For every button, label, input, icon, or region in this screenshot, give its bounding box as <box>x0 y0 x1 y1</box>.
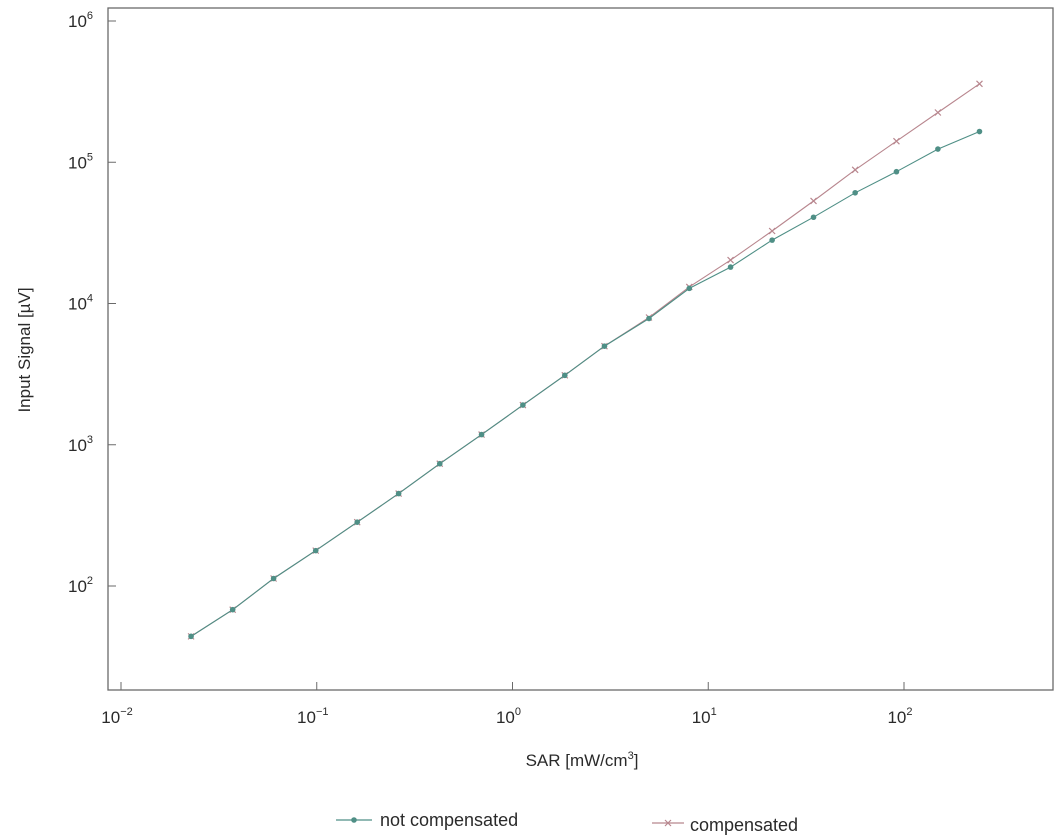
y-axis-label: Input Signal [µV] <box>15 287 34 412</box>
point-not-compensated-2 <box>270 575 277 582</box>
y-tick-label-1: 103 <box>68 434 93 455</box>
x-tick-label-2: 100 <box>496 706 521 727</box>
point-not-compensated-9 <box>561 372 568 379</box>
point-compensated-19 <box>976 80 983 88</box>
legend-marker-compensated <box>664 819 672 827</box>
point-not-compensated-4 <box>354 519 361 525</box>
point-not-compensated-10 <box>601 343 608 349</box>
tick-marks <box>108 20 905 690</box>
legend-label-compensated: compensated <box>690 815 798 835</box>
y-tick-labels: 102 103 104 105 106 <box>68 10 93 596</box>
point-compensated-14 <box>768 227 776 235</box>
legend-item-compensated: compensated <box>652 815 798 835</box>
x-tick-label-0: 10−2 <box>101 706 132 727</box>
point-compensated-17 <box>893 137 900 145</box>
y-tick-label-2: 104 <box>68 293 93 314</box>
point-not-compensated-3 <box>312 547 319 554</box>
series-layer <box>187 80 983 640</box>
point-not-compensated-12 <box>686 285 693 292</box>
point-not-compensated-15 <box>810 214 817 221</box>
point-not-compensated-0 <box>188 633 194 640</box>
legend-label-not-compensated: not compensated <box>380 810 518 830</box>
y-tick-label-4: 106 <box>68 10 93 31</box>
point-not-compensated-18 <box>935 146 941 152</box>
legend-item-not-compensated: not compensated <box>336 810 518 830</box>
point-not-compensated-19 <box>976 128 983 135</box>
series-line-not-compensated <box>190 130 980 637</box>
point-not-compensated-16 <box>852 189 858 196</box>
point-not-compensated-5 <box>395 490 402 497</box>
point-not-compensated-11 <box>646 315 652 322</box>
series-not-compensated <box>188 128 983 640</box>
point-compensated-15 <box>810 197 817 205</box>
x-tick-label-1: 10−1 <box>297 706 328 727</box>
x-axis-label-text: SAR [mW/cm3] <box>526 750 639 770</box>
point-not-compensated-13 <box>727 264 734 270</box>
x-tick-labels: 10−2 10−1 100 101 102 <box>101 706 912 727</box>
point-not-compensated-8 <box>520 402 526 408</box>
point-not-compensated-6 <box>436 460 443 467</box>
x-tick-label-4: 102 <box>887 706 912 727</box>
point-not-compensated-14 <box>769 237 775 243</box>
point-not-compensated-1 <box>229 606 236 613</box>
point-compensated-16 <box>851 166 859 174</box>
x-axis-label: SAR [mW/cm3] <box>526 750 639 770</box>
y-axis-label-text: Input Signal [µV] <box>15 287 34 412</box>
plot-frame <box>107 7 1054 691</box>
legend-marker-not-compensated <box>351 817 357 823</box>
point-not-compensated-7 <box>478 431 485 438</box>
y-tick-label-3: 105 <box>68 151 93 172</box>
legend: not compensated compensated <box>336 810 798 835</box>
x-tick-label-3: 101 <box>692 706 717 727</box>
point-compensated-13 <box>727 256 734 264</box>
point-not-compensated-17 <box>893 168 900 175</box>
point-compensated-18 <box>934 109 942 116</box>
y-tick-label-0: 102 <box>68 575 93 596</box>
